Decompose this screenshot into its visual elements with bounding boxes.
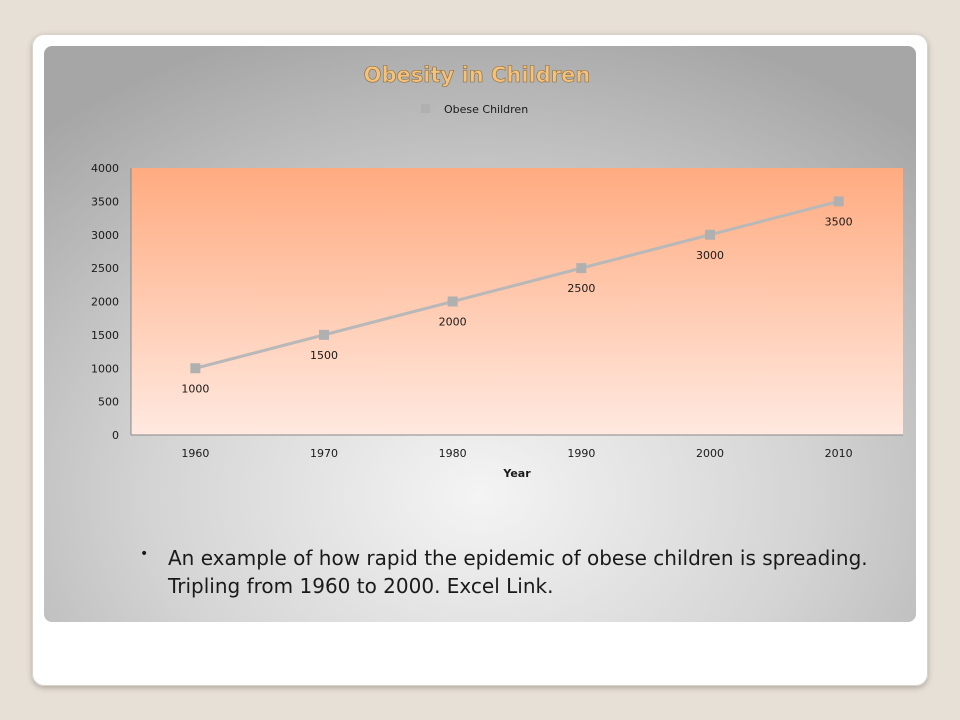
data-point-marker [833, 196, 844, 207]
y-tick-label: 1000 [91, 362, 119, 375]
y-tick-label: 3500 [91, 195, 119, 208]
data-point-marker [190, 363, 201, 374]
data-point-marker [576, 263, 587, 274]
data-label: 1000 [181, 382, 209, 395]
data-point-marker [447, 296, 458, 307]
bullet-text: An example of how rapid the epidemic of … [168, 546, 868, 598]
x-tick-label: 1960 [181, 447, 209, 460]
data-label: 3000 [696, 249, 724, 262]
legend-label: Obese Children [444, 103, 528, 116]
data-label: 1500 [310, 349, 338, 362]
data-label: 3500 [825, 215, 853, 228]
data-point-marker [705, 229, 715, 240]
x-tick-label: 1990 [567, 447, 595, 460]
data-point-marker [319, 329, 329, 340]
x-tick-label: 1970 [310, 447, 338, 460]
y-tick-label: 1500 [91, 329, 119, 342]
y-tick-label: 2000 [91, 296, 119, 309]
y-tick-label: 500 [98, 396, 119, 409]
plot-area [131, 168, 903, 435]
bullet-dot: • [140, 546, 149, 562]
chart-legend: Obese Children [414, 103, 528, 116]
x-tick-label: 1980 [439, 447, 467, 460]
x-tick-label: 2000 [696, 447, 724, 460]
y-tick-label: 3000 [91, 229, 119, 242]
y-tick-label: 0 [112, 429, 119, 442]
legend-marker-swatch [421, 104, 430, 113]
chart-title: Obesity in Children [364, 63, 591, 87]
x-tick-label: 2010 [825, 447, 853, 460]
series-line [194, 199, 840, 370]
x-axis-title: Year [502, 467, 531, 480]
data-label: 2000 [439, 316, 467, 329]
y-tick-label: 2500 [91, 262, 119, 275]
y-tick-label: 4000 [91, 162, 119, 175]
data-label: 2500 [567, 282, 595, 295]
